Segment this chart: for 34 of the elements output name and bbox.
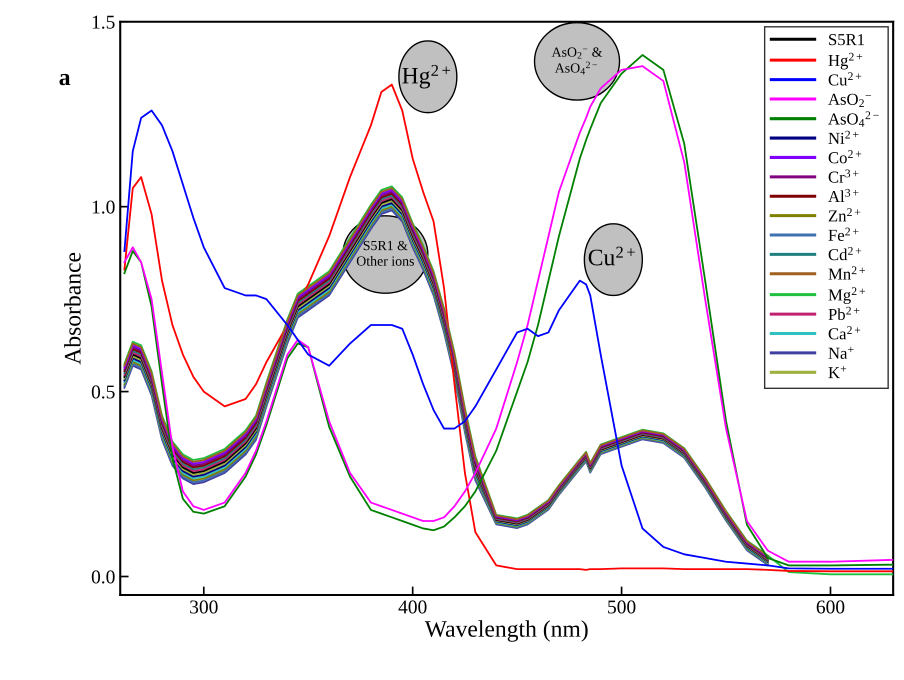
annotation: Cu$^{2+}$ bbox=[588, 246, 635, 266]
y-tick-label: 0.5 bbox=[92, 385, 115, 399]
legend-label: S5R1 bbox=[829, 34, 864, 46]
legend-label: Fe$^{2+}$ bbox=[828, 228, 858, 241]
x-tick-label: 500 bbox=[608, 600, 636, 614]
legend-label: Cd$^{2+}$ bbox=[828, 247, 862, 260]
legend-label: Co$^{2+}$ bbox=[828, 150, 862, 164]
y-tick-label: 0.0 bbox=[92, 570, 115, 584]
text: a bbox=[60, 74, 70, 86]
legend-label: Ca$^{2+}$ bbox=[828, 326, 860, 340]
legend-label: Mn$^{2+}$ bbox=[828, 266, 865, 280]
legend-label: Al$^{3+}$ bbox=[828, 188, 858, 202]
annotation: Hg$^{2+}$ bbox=[402, 64, 450, 88]
line-series bbox=[124, 185, 894, 576]
legend-label: Cr$^{3+}$ bbox=[828, 170, 858, 183]
x-axis-title: Wavelength (nm) bbox=[424, 620, 588, 642]
y-tick-label: 1.0 bbox=[92, 200, 115, 214]
legend-label: Pb$^{2+}$ bbox=[828, 306, 860, 320]
legend-label: Zn$^{2+}$ bbox=[828, 208, 860, 222]
x-tick-label: 400 bbox=[398, 600, 427, 614]
y-tick-label: 1.5 bbox=[92, 16, 115, 29]
legend-label: AsO$_{4}$$^{2−}$ bbox=[828, 111, 879, 127]
annotation: S5R1 & Other ions bbox=[356, 240, 414, 266]
x-tick-label: 300 bbox=[190, 600, 218, 614]
legend-label: Hg$^{2+}$ bbox=[828, 52, 862, 70]
y-axis-title: Absorbance bbox=[64, 252, 81, 365]
legend-label: K$^{+}$ bbox=[828, 366, 846, 378]
legend-label: Na$^{+}$ bbox=[828, 346, 854, 359]
annotation: AsO$_{2}$$^{−}$ & AsO$_{4}$$^{2−}$ bbox=[552, 47, 602, 74]
x-tick-label: 600 bbox=[816, 600, 844, 614]
legend-label: Ni$^{2+}$ bbox=[828, 130, 858, 144]
legend-label: AsO$_{2}$$^{−}$ bbox=[828, 94, 872, 108]
legend-label: Cu$^{2+}$ bbox=[828, 72, 862, 86]
legend-label: Mg$^{2+}$ bbox=[828, 287, 865, 304]
